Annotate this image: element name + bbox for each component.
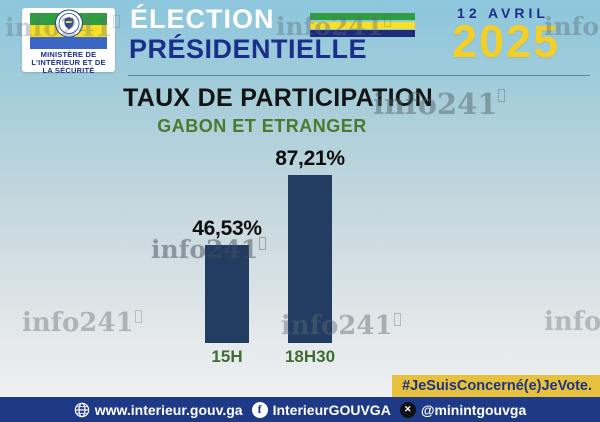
election-title-line1: ÉLECTION [130,4,275,34]
watermark-box-icon [134,310,142,323]
watermark-box-icon [393,313,401,326]
coat-of-arms-icon [54,9,84,44]
facebook-icon: f [251,401,268,418]
flag-stripe-yellow [310,21,415,29]
globe-icon [74,402,90,418]
x-twitter-icon: ✕ [399,401,416,418]
chart-subtitle: GABON ET ETRANGER [157,116,367,136]
facebook-handle: InterieurGOUVGA [272,401,391,418]
ministry-logo: MINISTÈRE DE L'INTÉRIEUR ET DE LA SÉCURI… [22,8,115,75]
election-year: 2025 [451,16,561,67]
hashtag-banner: #JeSuisConcerné(e)JeVote. [392,375,600,397]
watermark-text: info241 [22,308,134,338]
flag-stripe-blue [30,37,107,49]
bar-value-label-18h30: 87,21% [275,147,345,170]
flag-stripe-blue [310,30,415,37]
bar-15h [205,245,249,343]
gabon-flag-stripes [310,13,415,39]
flag-stripe-green [310,13,415,20]
x-item: ✕ @minintgouvga [399,401,527,418]
chart-title: TAUX DE PARTICIPATION [123,84,433,112]
election-date: 12 AVRIL [457,5,549,21]
info241-watermark: info241 [22,308,142,338]
x-handle: @minintgouvga [420,401,527,418]
footer-bar: www.interieur.gouv.ga f InterieurGOUVGA … [0,397,600,422]
watermark-text: info241 [544,307,600,337]
website-item: www.interieur.gouv.ga [74,402,243,418]
ministry-name: MINISTÈRE DE L'INTÉRIEUR ET DE LA SÉCURI… [22,50,115,76]
ministry-line1: MINISTÈRE DE [40,50,97,59]
header-divider [128,75,590,76]
info241-watermark: info241 [544,307,600,337]
ministry-line2: L'INTÉRIEUR ET DE [31,58,106,68]
website-url: www.interieur.gouv.ga [94,401,243,418]
bar-value-label-15h: 46,53% [192,217,262,240]
ministry-line3: LA SÉCURITÉ [42,66,95,76]
election-title-line2: PRÉSIDENTIELLE [129,34,368,64]
facebook-item: f InterieurGOUVGA [251,401,391,418]
bar-category-18h30: 18H30 [284,347,336,366]
bar-category-15h: 15H [211,347,243,366]
bar-18h30 [288,175,332,343]
